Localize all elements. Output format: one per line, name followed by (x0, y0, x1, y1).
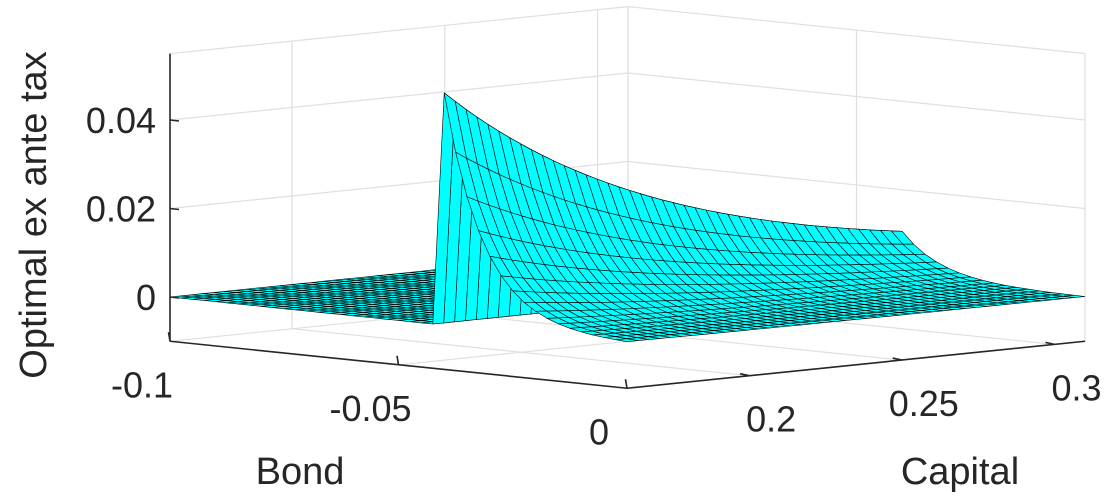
bond-tick-label: -0.05 (329, 388, 411, 429)
capital-tick-label: 0.3 (1051, 367, 1101, 408)
axes (167, 53, 1086, 390)
z-tick (169, 207, 180, 211)
surface (169, 92, 1086, 343)
y-axis-label: Capital (901, 451, 1019, 493)
z-tick-label: 0.04 (86, 100, 156, 141)
z-tick-label: 0 (136, 277, 156, 318)
bond-tick (396, 355, 400, 365)
z-tick-label: 0.02 (86, 189, 156, 230)
capital-tick-label: 0.2 (746, 399, 796, 440)
bond-tick (624, 379, 628, 389)
z-axis-label: Optimal ex ante tax (13, 51, 55, 378)
x-axis-label: Bond (256, 451, 345, 493)
tick-labels: -0.1 -0.05 0 0.2 0.25 0.3 0 0.02 0.04 (86, 100, 1102, 452)
grid-capital-line (291, 41, 750, 377)
capital-tick-label: 0.25 (889, 383, 959, 424)
z-tick (169, 296, 180, 299)
bond-tick-label: 0 (589, 411, 609, 452)
capital-tick (739, 372, 750, 377)
bond-tick (167, 332, 171, 342)
surface-patch (615, 338, 639, 343)
bond-tick-label: -0.1 (111, 364, 173, 405)
capital-tick (1045, 341, 1055, 346)
capital-axis-line (626, 340, 1086, 390)
capital-tick (892, 357, 902, 361)
z-tick (169, 119, 180, 122)
